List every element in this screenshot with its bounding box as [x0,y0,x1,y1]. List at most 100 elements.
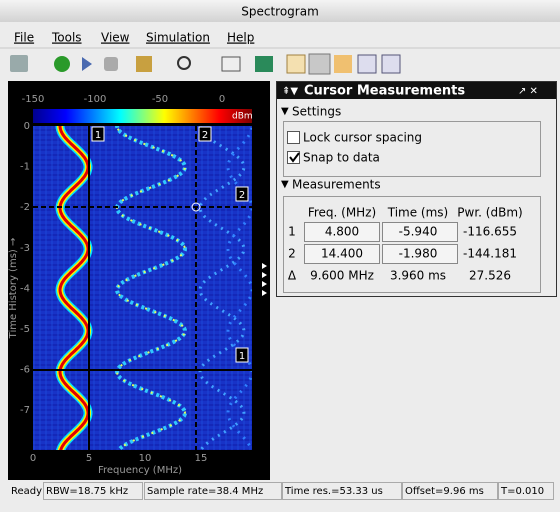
window-title: Spectrogram [241,5,319,19]
status-text: Offset=9.96 ms [405,486,484,497]
x-tick-label: 0 [30,453,36,464]
settings-toggle[interactable]: ▼ [281,106,289,117]
cursor-marker-box[interactable] [235,186,249,202]
toolbar [10,53,401,75]
cell: 3.960 ms [390,269,446,283]
value-field[interactable] [382,244,458,264]
settings-box [283,121,541,177]
noise-stripe [189,126,191,450]
column-header: Pwr. (dBm) [457,206,522,220]
noise-stripe [207,126,209,450]
status-segment [43,482,143,500]
lock-checkbox[interactable] [287,131,300,144]
status-text: T=0.010 [500,486,544,497]
signal-trace [58,126,90,450]
cursor-marker-box[interactable] [235,347,249,363]
tool-button[interactable] [10,55,28,72]
noise-band [33,201,252,204]
noise-band [33,406,252,409]
noise-stripe [81,126,83,450]
noise-stripe [201,126,203,450]
cursor-marker-box[interactable] [198,126,212,142]
colorbar-tick-label: -50 [152,94,168,105]
noise-band [33,376,252,379]
panel-header [277,82,556,99]
tool-button[interactable] [255,56,273,72]
axes: -150 -100 -50 0 0 5 10 15 0 -1 -2 -3 -4 -5 -6 -7 [20,94,225,464]
measurements-toggle[interactable]: ▼ [281,179,289,190]
noise-band [33,246,252,249]
y-tick-label: -6 [20,365,30,376]
menu-item[interactable]: File [14,31,34,45]
noise-stripe [123,126,125,450]
noise-band [33,446,252,449]
noise-stripe [105,126,107,450]
tool-button[interactable] [286,54,306,74]
noise-band [33,346,252,349]
cell: 4.800 [325,225,359,239]
run-button[interactable] [54,56,70,72]
noise-band [33,286,252,289]
noise-stripe [243,126,245,450]
checkbox-label: Snap to data [303,151,380,165]
status-text: RBW=18.75 kHz [46,486,128,497]
measurements-heading: Measurements [292,178,381,192]
noise-stripe [213,126,215,450]
tool-button[interactable] [136,56,152,72]
noise-band [33,336,252,339]
noise-band [33,251,252,254]
snap-checkbox[interactable] [287,151,300,164]
menu-item[interactable]: Help [227,31,254,45]
noise-band [33,366,252,369]
measurements-table: Freq. (MHz) Time (ms) Pwr. (dBm) 1 4.800 -5.9… [288,206,523,283]
measurements-box [283,196,541,293]
noise-band [33,296,252,299]
noise-band [33,391,252,394]
cursor-tool-button[interactable] [308,53,331,75]
stop-button[interactable] [104,57,118,71]
tool-button[interactable] [221,56,241,72]
noise-band [33,176,252,179]
arrows[interactable] [262,263,267,296]
noise-stripe [147,126,149,450]
colorbar-tick-label: -100 [84,94,107,105]
noise-band [33,226,252,229]
noise-band [33,231,252,234]
noise-stripe [129,126,131,450]
column-header: Freq. (MHz) [308,206,376,220]
cell: -1.980 [399,247,438,261]
noise-band [33,146,252,149]
tool-button[interactable] [334,55,352,73]
noise-band [33,236,252,239]
value-field[interactable] [304,222,380,242]
noise-band [33,411,252,414]
y-tick-label: -3 [20,243,30,254]
menu-item[interactable]: View [101,31,130,45]
noise-stripe [249,126,251,450]
cell: -144.181 [463,247,517,261]
value-field[interactable] [304,244,380,264]
noise-stripe [183,126,185,450]
zoom-button[interactable] [177,56,191,70]
noise-band [33,256,252,259]
cursor-marker-box[interactable] [91,126,105,142]
tool-button[interactable] [381,54,401,74]
panel-close[interactable]: ↗ ✕ [518,86,538,97]
noise-band [33,161,252,164]
noise-stripe [39,126,41,450]
noise-band [33,351,252,354]
noise-band [33,186,252,189]
tool-button[interactable] [357,54,377,74]
noise-band [33,181,252,184]
noise-stripe [45,126,47,450]
x-tick-label: 15 [195,453,208,464]
menu-item[interactable]: Simulation [146,31,210,45]
panel-icons[interactable]: ⇞▼ [282,86,298,97]
noise-stripe [219,126,221,450]
menu-bar: File Tools View Simulation Help [14,31,254,45]
row-label: 2 [288,247,296,261]
menu-item[interactable]: Tools [51,31,82,45]
step-button[interactable] [82,57,92,71]
value-field[interactable] [382,222,458,242]
cursor-marker-label: 2 [239,190,245,201]
